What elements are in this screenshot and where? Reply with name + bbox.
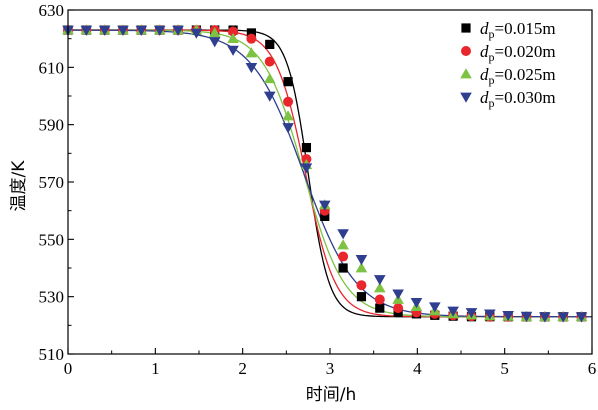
y-tick-label: 530 (39, 288, 65, 307)
data-point-series-4 (447, 306, 459, 317)
y-tick-label: 510 (39, 345, 65, 364)
data-point-series-2 (264, 56, 275, 67)
data-point-series-4 (373, 275, 386, 286)
data-point-series-4 (117, 25, 129, 36)
y-tick-label: 610 (39, 58, 65, 77)
data-point-series-2 (356, 280, 367, 291)
data-point-series-2 (283, 96, 294, 107)
y-tick-label: 590 (39, 116, 65, 135)
data-point-series-2 (374, 294, 385, 305)
legend-label-4: dp=0.030m (480, 88, 556, 110)
data-point-series-4 (355, 255, 368, 266)
data-point-series-4 (153, 25, 166, 36)
data-point-series-1 (338, 263, 348, 273)
data-point-series-4 (263, 91, 276, 102)
data-point-series-1 (356, 292, 367, 302)
data-point-series-4 (410, 298, 423, 309)
data-point-series-4 (227, 45, 239, 56)
x-tick-label: 0 (64, 359, 73, 378)
plot-frame (67, 9, 593, 355)
data-point-series-4 (208, 37, 221, 48)
data-point-series-3 (373, 282, 386, 293)
data-point-series-3 (337, 239, 349, 250)
data-point-series-4 (337, 229, 349, 240)
data-point-series-4 (172, 25, 184, 36)
tick-labels: 0 1 2 3 4 5 6 510 530 550 570 590 610 630 (39, 1, 597, 378)
x-tick-label: 2 (238, 359, 247, 378)
legend-label-3: dp=0.025m (480, 65, 556, 87)
y-tick-label: 550 (39, 230, 65, 249)
x-tick-label: 3 (326, 359, 335, 378)
data-point-series-2 (393, 303, 404, 314)
x-tick-label: 1 (151, 359, 160, 378)
legend-marker-1 (461, 23, 471, 33)
data-point-series-1 (301, 143, 312, 153)
data-point-series-4 (282, 123, 294, 134)
data-point-series-3 (208, 27, 221, 38)
x-axis-title: 时间/h (306, 385, 357, 405)
data-point-series-4 (80, 25, 93, 36)
data-point-series-4 (245, 62, 258, 74)
data-point-series-4 (300, 163, 313, 174)
data-point-series-4 (98, 25, 111, 36)
legend-marker-2 (461, 46, 471, 56)
data-point-series-4 (318, 200, 331, 211)
data-point-series-4 (520, 311, 533, 322)
data-point-series-3 (245, 47, 258, 58)
data-point-series-4 (502, 310, 514, 322)
data-point-series-2 (228, 26, 239, 37)
data-point-series-1 (320, 211, 330, 221)
data-point-series-4 (465, 308, 478, 319)
data-point-series-1 (375, 303, 385, 313)
data-point-series-2 (246, 33, 257, 44)
x-tick-label: 5 (500, 359, 509, 378)
data-point-series-1 (246, 28, 256, 38)
data-point-series-3 (263, 73, 276, 84)
data-point-series-1 (265, 39, 275, 49)
data-point-series-4 (557, 312, 569, 323)
data-point-series-3 (227, 32, 239, 44)
legend-marker-3 (460, 68, 472, 79)
data-point-series-4 (392, 289, 404, 300)
data-point-series-4 (575, 312, 588, 323)
data-markers (62, 24, 588, 323)
data-point-series-2 (338, 251, 349, 262)
y-tick-label: 630 (39, 1, 65, 20)
data-point-series-3 (282, 110, 294, 121)
x-tick-label: 6 (588, 359, 597, 378)
y-axis-title: 温度/K (9, 160, 29, 212)
data-point-series-4 (429, 302, 441, 313)
data-point-series-4 (190, 28, 203, 39)
data-point-series-3 (355, 262, 368, 273)
data-point-series-4 (484, 309, 496, 320)
legend-label-2: dp=0.020m (480, 42, 556, 64)
y-tick-label: 570 (39, 173, 65, 192)
data-point-series-4 (135, 25, 148, 36)
legend-label-1: dp=0.015m (480, 19, 556, 41)
legend-marker-4 (460, 92, 472, 103)
axes (67, 9, 593, 355)
x-tick-label: 4 (413, 359, 422, 378)
data-point-series-1 (283, 77, 293, 87)
data-point-series-4 (539, 312, 551, 323)
